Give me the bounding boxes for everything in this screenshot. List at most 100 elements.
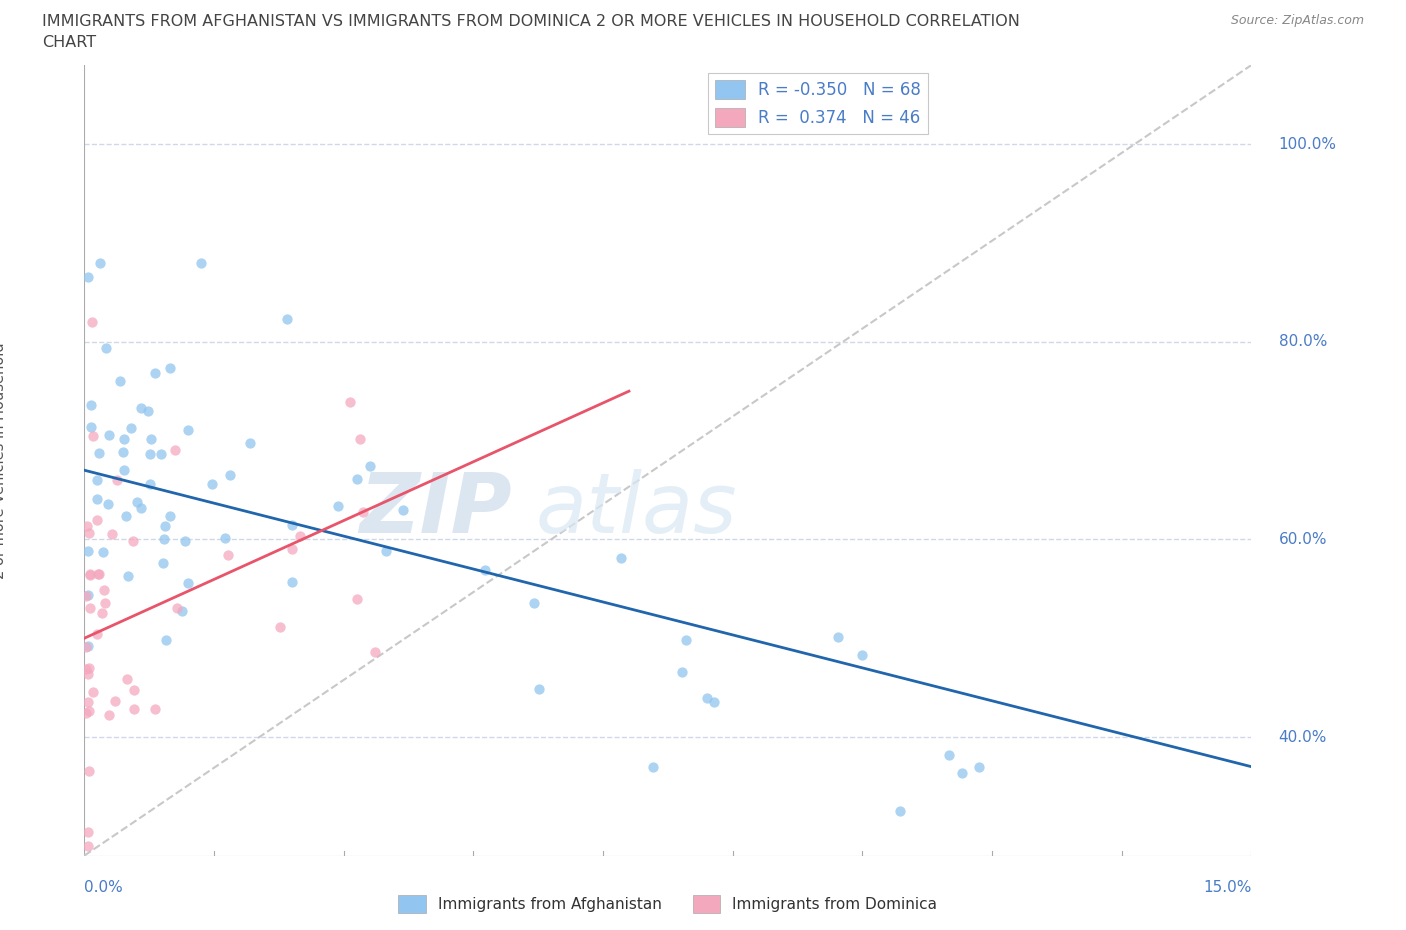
Point bbox=[155, 632, 177, 647]
Text: 40.0%: 40.0% bbox=[1278, 729, 1327, 745]
Text: atlas: atlas bbox=[536, 470, 737, 551]
Point bbox=[474, 563, 496, 578]
Point bbox=[77, 825, 100, 840]
Point bbox=[82, 314, 104, 329]
Point bbox=[77, 704, 100, 719]
Point bbox=[177, 576, 200, 591]
Point bbox=[97, 428, 120, 443]
Point bbox=[75, 662, 97, 677]
Point bbox=[889, 804, 911, 818]
Point bbox=[153, 532, 176, 547]
Point bbox=[75, 640, 97, 655]
Point bbox=[79, 600, 101, 615]
Point bbox=[671, 665, 693, 680]
Point bbox=[86, 627, 108, 642]
Point bbox=[125, 495, 148, 510]
Point bbox=[117, 671, 139, 686]
Point bbox=[96, 341, 118, 356]
Point bbox=[77, 525, 100, 540]
Point bbox=[129, 401, 152, 416]
Text: 0.0%: 0.0% bbox=[84, 881, 124, 896]
Point bbox=[170, 604, 193, 618]
Point bbox=[77, 666, 100, 681]
Text: 60.0%: 60.0% bbox=[1278, 532, 1327, 547]
Legend: Immigrants from Afghanistan, Immigrants from Dominica: Immigrants from Afghanistan, Immigrants … bbox=[392, 889, 943, 919]
Text: 2 or more Vehicles in Household: 2 or more Vehicles in Household bbox=[0, 342, 7, 578]
Point bbox=[87, 445, 110, 460]
Text: 100.0%: 100.0% bbox=[1278, 137, 1337, 152]
Point bbox=[276, 312, 298, 327]
Point bbox=[290, 529, 312, 544]
Point bbox=[201, 476, 224, 491]
Point bbox=[77, 764, 100, 778]
Point bbox=[112, 432, 135, 446]
Point bbox=[139, 476, 162, 491]
Point bbox=[129, 500, 152, 515]
Point bbox=[359, 458, 381, 473]
Point bbox=[77, 660, 100, 675]
Point bbox=[86, 513, 108, 528]
Point bbox=[97, 497, 120, 512]
Point bbox=[696, 690, 718, 705]
Point bbox=[152, 555, 174, 570]
Point bbox=[346, 472, 368, 486]
Point bbox=[79, 567, 101, 582]
Point bbox=[610, 551, 633, 565]
Point bbox=[938, 748, 960, 763]
Point bbox=[91, 545, 114, 560]
Point bbox=[375, 543, 398, 558]
Point bbox=[159, 509, 181, 524]
Point bbox=[166, 601, 188, 616]
Text: 80.0%: 80.0% bbox=[1278, 334, 1327, 350]
Text: CHART: CHART bbox=[42, 35, 96, 50]
Point bbox=[117, 568, 139, 583]
Point bbox=[93, 583, 115, 598]
Point bbox=[522, 596, 544, 611]
Point bbox=[76, 519, 98, 534]
Point bbox=[349, 432, 371, 446]
Point bbox=[79, 567, 101, 582]
Point bbox=[91, 605, 114, 620]
Point bbox=[101, 527, 124, 542]
Point bbox=[950, 765, 973, 780]
Point bbox=[143, 365, 166, 380]
Point bbox=[122, 534, 145, 549]
Point bbox=[364, 644, 387, 659]
Point bbox=[346, 591, 368, 606]
Point bbox=[155, 519, 177, 534]
Point bbox=[112, 463, 135, 478]
Point bbox=[238, 435, 260, 450]
Point bbox=[352, 504, 374, 519]
Point bbox=[86, 491, 108, 506]
Point bbox=[75, 589, 97, 604]
Point bbox=[104, 694, 127, 709]
Point bbox=[150, 446, 173, 461]
Point bbox=[159, 360, 181, 375]
Point bbox=[326, 498, 349, 513]
Point bbox=[97, 708, 120, 723]
Point bbox=[94, 596, 117, 611]
Point bbox=[527, 682, 550, 697]
Point bbox=[77, 838, 100, 853]
Point bbox=[339, 394, 361, 409]
Point bbox=[111, 445, 134, 459]
Point bbox=[138, 404, 160, 418]
Point bbox=[115, 509, 138, 524]
Point bbox=[79, 397, 101, 412]
Point bbox=[139, 447, 162, 462]
Point bbox=[77, 588, 100, 603]
Point bbox=[122, 683, 145, 698]
Point bbox=[86, 567, 108, 582]
Point bbox=[217, 547, 239, 562]
Point bbox=[77, 639, 100, 654]
Point bbox=[281, 542, 304, 557]
Point bbox=[122, 701, 145, 716]
Point bbox=[86, 472, 108, 487]
Point bbox=[827, 630, 849, 644]
Point bbox=[219, 468, 242, 483]
Point bbox=[143, 701, 166, 716]
Point bbox=[703, 695, 725, 710]
Point bbox=[80, 419, 103, 434]
Text: IMMIGRANTS FROM AFGHANISTAN VS IMMIGRANTS FROM DOMINICA 2 OR MORE VEHICLES IN HO: IMMIGRANTS FROM AFGHANISTAN VS IMMIGRANT… bbox=[42, 14, 1021, 29]
Point bbox=[77, 695, 100, 710]
